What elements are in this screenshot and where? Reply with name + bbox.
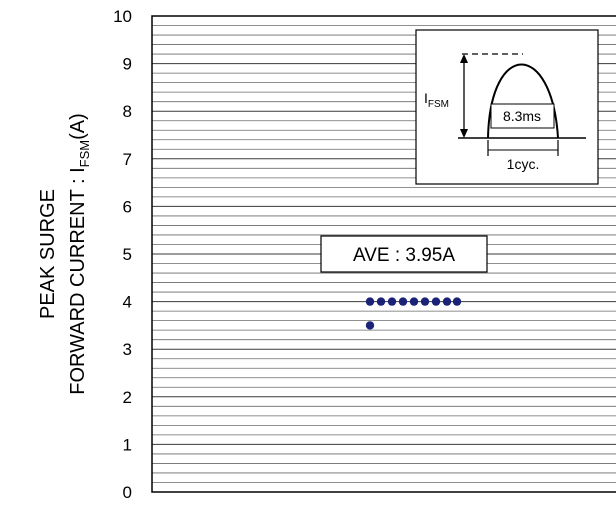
waveform-inset: IFSM 8.3ms 1cyc. xyxy=(415,29,599,185)
inset-pulse-label: 8.3ms xyxy=(503,108,541,124)
y-tick-label: 3 xyxy=(123,340,132,359)
data-point xyxy=(409,297,419,306)
inset-pulse-label-box xyxy=(490,103,555,129)
y-axis-label-prefix: FORWARD CURRENT : I xyxy=(67,167,89,394)
y-tick-label: 7 xyxy=(123,150,132,169)
inset-period-label: 1cyc. xyxy=(507,156,540,172)
data-point xyxy=(398,297,408,306)
data-point xyxy=(442,297,452,306)
y-axis-label-line2: FORWARD CURRENT : IFSM(A) xyxy=(67,113,92,395)
inset-arrow-head-up xyxy=(460,54,468,63)
plot-frame xyxy=(151,15,616,493)
y-tick-label: 1 xyxy=(123,435,132,454)
y-tick-label: 6 xyxy=(123,197,132,216)
inset-arrow-head-down xyxy=(460,129,468,138)
y-tick-label: 10 xyxy=(113,7,132,26)
data-point xyxy=(387,297,397,306)
data-point xyxy=(365,321,375,330)
data-point xyxy=(420,297,430,306)
y-tick-label: 8 xyxy=(123,102,132,121)
y-axis-label-line1: PEAK SURGE xyxy=(37,189,59,319)
data-points xyxy=(365,297,462,330)
y-axis-ticks: 0 1 2 3 4 5 6 7 8 9 10 xyxy=(113,7,132,502)
y-tick-label: 4 xyxy=(123,293,132,312)
inset-symbol-main: I xyxy=(424,90,428,106)
average-annotation: AVE : 3.95A xyxy=(353,245,455,266)
inset-current-symbol: IFSM xyxy=(424,90,449,110)
inset-symbol-subscript: FSM xyxy=(428,99,449,110)
y-tick-label: 9 xyxy=(123,55,132,74)
y-axis-label-suffix: (A) xyxy=(67,113,89,140)
data-point xyxy=(376,297,386,306)
y-axis-label-subscript: FSM xyxy=(77,140,92,167)
data-point xyxy=(365,297,375,306)
average-annotation-box xyxy=(320,235,488,273)
y-tick-label: 2 xyxy=(123,388,132,407)
y-tick-label: 5 xyxy=(123,245,132,264)
data-point xyxy=(431,297,441,306)
data-point xyxy=(452,297,462,306)
y-tick-label: 0 xyxy=(123,483,132,502)
